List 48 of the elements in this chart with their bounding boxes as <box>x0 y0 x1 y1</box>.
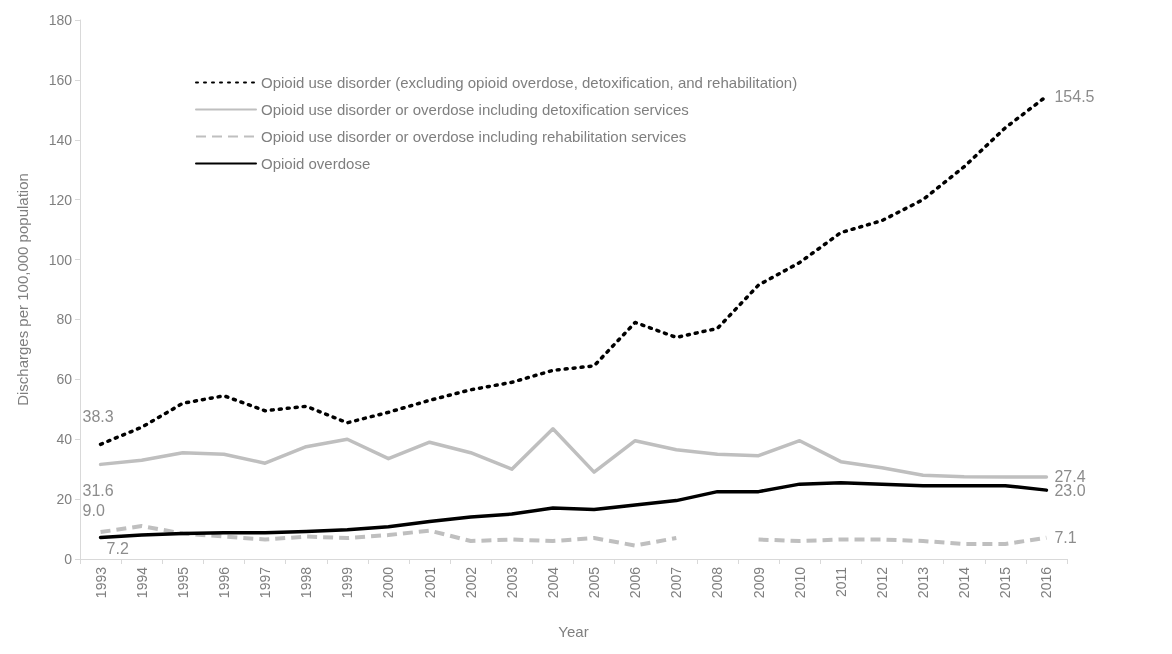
x-tick-label: 2009 <box>750 566 767 599</box>
data-label: 7.2 <box>106 539 129 557</box>
data-label: 31.6 <box>82 481 114 499</box>
x-tick-label: 2014 <box>956 566 973 599</box>
y-tick-label: 0 <box>64 551 73 567</box>
y-tick-label: 100 <box>48 251 73 268</box>
x-tick-label: 2005 <box>586 566 603 599</box>
x-tick-label: 2007 <box>668 566 685 599</box>
x-tick-label: 1994 <box>133 566 150 599</box>
data-label: 9.0 <box>82 501 105 519</box>
x-tick-label: 2013 <box>915 566 932 599</box>
x-tick-label: 2012 <box>873 566 890 599</box>
y-tick-label: 80 <box>56 311 73 328</box>
legend-label: Opioid use disorder or overdose including rehabilitation services <box>261 128 687 145</box>
x-tick-label: 2004 <box>544 566 561 599</box>
y-tick-label: 120 <box>48 191 73 208</box>
legend-label: Opioid overdose <box>261 155 371 172</box>
x-tick-label: 2002 <box>462 566 479 599</box>
x-tick-label: 1996 <box>215 566 232 599</box>
x-tick-label: 2003 <box>503 566 520 599</box>
legend-label: Opioid use disorder or overdose including detoxification services <box>261 101 689 118</box>
x-tick-label: 1997 <box>257 566 274 599</box>
y-axis-title: Discharges per 100,000 population <box>14 173 31 406</box>
y-tick-label: 40 <box>56 431 73 448</box>
x-tick-label: 2015 <box>997 566 1014 599</box>
line-series <box>98 426 1049 479</box>
x-tick-label: 1999 <box>339 566 356 599</box>
x-tick-label: 1995 <box>174 566 191 599</box>
y-tick-label: 180 <box>48 12 73 28</box>
y-tick-label: 20 <box>56 491 73 508</box>
x-tick-label: 2008 <box>709 566 726 599</box>
data-label: 7.1 <box>1054 529 1077 547</box>
y-tick-label: 160 <box>48 71 73 88</box>
data-label: 154.5 <box>1054 87 1095 105</box>
x-tick-label: 1993 <box>92 566 109 599</box>
y-tick-label: 140 <box>48 131 73 148</box>
x-tick-label: 2011 <box>832 566 849 598</box>
x-tick-label: 2010 <box>791 566 808 599</box>
x-tick-label: 1998 <box>298 566 315 599</box>
x-tick-label: 2001 <box>421 566 438 599</box>
data-label: 23.0 <box>1054 481 1086 499</box>
data-label: 38.3 <box>82 407 114 425</box>
legend-label: Opioid use disorder (excluding opioid overdose, detoxification, and rehabilitation) <box>261 74 798 91</box>
x-axis-title: Year <box>558 623 589 640</box>
x-tick-label: 2006 <box>627 566 644 599</box>
y-tick-label: 60 <box>56 371 73 388</box>
x-tick-label: 2016 <box>1038 566 1055 599</box>
x-tick-label: 2000 <box>380 566 397 599</box>
